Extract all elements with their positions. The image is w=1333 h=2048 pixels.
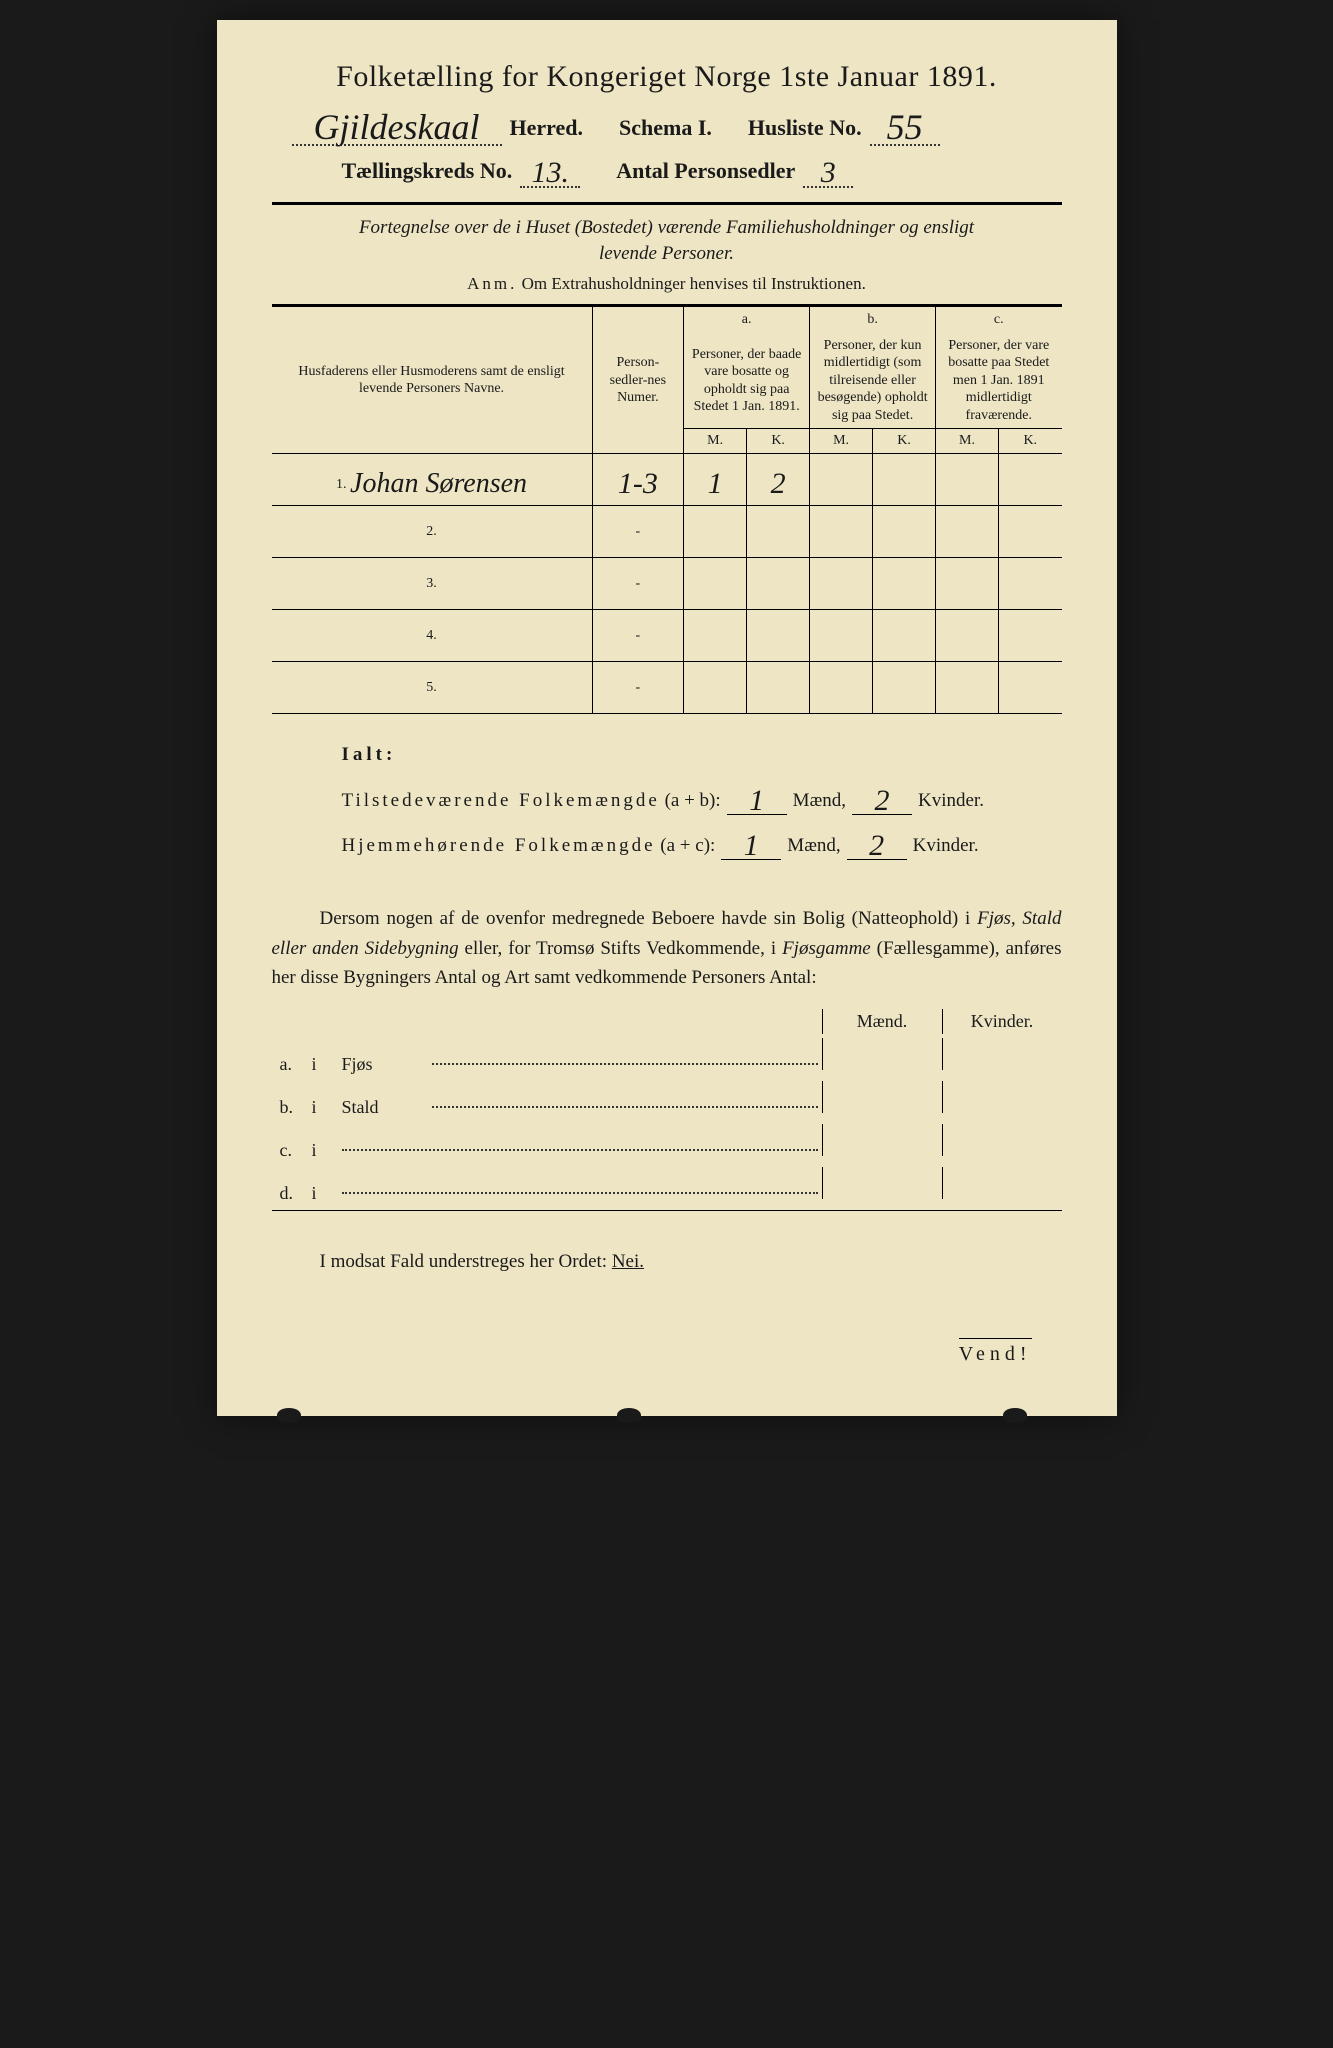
table-row: 2. ‑ (272, 506, 1062, 558)
antal-label: Antal Personsedler (616, 158, 795, 184)
mk-row: a. i Fjøs (272, 1038, 1062, 1081)
herred-label: Herred. (510, 115, 584, 141)
mk-row: b. i Stald (272, 1081, 1062, 1124)
header-line-herred: Gjildeskaal Herred. Schema I. Husliste N… (272, 102, 1062, 146)
col-a-label: a. (684, 306, 810, 333)
col-c-text: Personer, der vare bosatte paa Stedet me… (936, 333, 1062, 429)
col-header-name: Husfaderens eller Husmoderens samt de en… (272, 306, 593, 454)
table-row: 5. ‑ (272, 662, 1062, 714)
turn-over: Vend! (272, 1343, 1062, 1366)
col-b-text: Personer, der kun midlertidigt (som tilr… (810, 333, 936, 429)
husliste-no: 55 (887, 107, 923, 147)
divider (272, 202, 1062, 205)
mk-maend-header: Mænd. (822, 1009, 942, 1034)
husliste-label: Husliste No. (748, 115, 862, 141)
main-title: Folketælling for Kongeriget Norge 1ste J… (272, 60, 1062, 94)
household-table: Husfaderens eller Husmoderens samt de en… (272, 304, 1062, 714)
ialt-label: Ialt: (342, 744, 1062, 766)
dwelling-table: Mænd. Kvinder. a. i Fjøs b. i Stald c. i… (272, 1009, 1062, 1212)
present-population: Tilstedeværende Folkemængde (a + b): 1 M… (342, 780, 1062, 815)
row1-name: Johan Sørensen (350, 468, 527, 499)
dwelling-paragraph: Dersom nogen af de ovenfor medregnede Be… (272, 904, 1062, 992)
table-row: 4. ‑ (272, 610, 1062, 662)
page-tear (277, 1408, 301, 1422)
col-a-k: K. (747, 429, 810, 454)
totals-section: Ialt: Tilstedeværende Folkemængde (a + b… (272, 744, 1062, 860)
header-line-kreds: Tællingskreds No. 13. Antal Personsedler… (272, 152, 1062, 188)
col-b-k: K. (873, 429, 936, 454)
schema-label: Schema I. (619, 115, 712, 141)
nei-line: I modsat Fald understreges her Ordet: Ne… (272, 1251, 1062, 1273)
col-b-label: b. (810, 306, 936, 333)
mk-kvinder-header: Kvinder. (942, 1009, 1062, 1034)
col-a-m: M. (684, 429, 747, 454)
mk-row: d. i (272, 1167, 1062, 1210)
table-row: 1. Johan Sørensen 1-3 1 2 (272, 454, 1062, 506)
resident-population: Hjemmehørende Folkemængde (a + c): 1 Mæn… (342, 825, 1062, 860)
col-c-k: K. (999, 429, 1062, 454)
description: Fortegnelse over de i Huset (Bostedet) v… (312, 215, 1022, 266)
kreds-label: Tællingskreds No. (342, 158, 513, 184)
annotation: Anm. Om Extrahusholdninger henvises til … (272, 274, 1062, 294)
col-c-label: c. (936, 306, 1062, 333)
mk-row: c. i (272, 1124, 1062, 1167)
page-tear (1003, 1408, 1027, 1422)
kreds-no: 13. (532, 156, 570, 189)
page-tear (617, 1408, 641, 1422)
col-header-num: Person-sedler-nes Numer. (592, 306, 684, 454)
col-c-m: M. (936, 429, 999, 454)
col-b-m: M. (810, 429, 873, 454)
antal-value: 3 (821, 156, 836, 189)
col-a-text: Personer, der baade vare bosatte og opho… (684, 333, 810, 429)
table-row: 3. ‑ (272, 558, 1062, 610)
herred-handwritten: Gjildeskaal (314, 107, 480, 147)
census-form-page: Folketælling for Kongeriget Norge 1ste J… (217, 20, 1117, 1416)
